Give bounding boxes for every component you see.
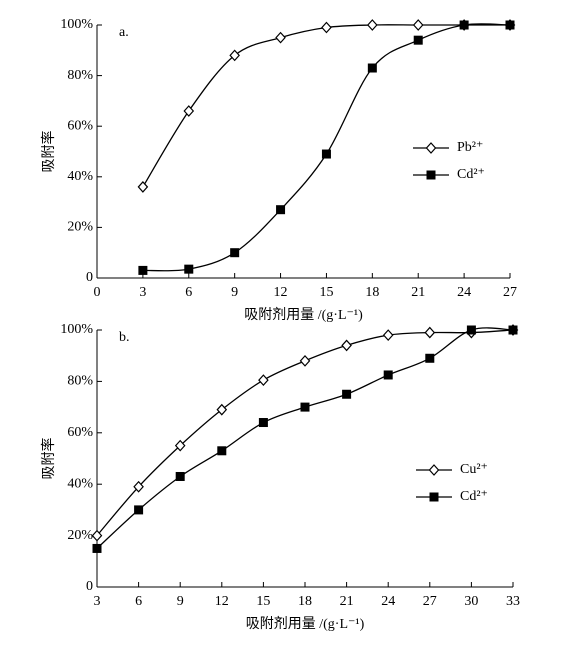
marker (321, 21, 332, 34)
marker (382, 329, 394, 342)
y-tick-label: 60% (67, 118, 93, 133)
marker (505, 20, 515, 30)
y-tick-label: 100% (60, 322, 93, 337)
legend-marker (428, 464, 440, 476)
x-tick-label: 12 (215, 594, 229, 609)
marker (341, 339, 352, 352)
y-tick-label: 80% (67, 68, 93, 83)
x-tick-label: 24 (457, 285, 471, 300)
marker (508, 325, 518, 335)
x-tick-label: 27 (423, 594, 437, 609)
marker (133, 480, 144, 493)
marker (230, 248, 240, 258)
marker (183, 105, 195, 117)
y-axis-label: 吸附率 (40, 438, 57, 480)
marker (466, 325, 476, 335)
marker (321, 149, 331, 159)
marker (229, 49, 240, 62)
panel-label: a. (119, 25, 129, 40)
marker (367, 63, 377, 73)
x-tick-label: 30 (464, 594, 478, 609)
x-tick-label: 12 (274, 285, 288, 300)
x-tick-label: 18 (365, 285, 379, 300)
x-tick-label: 24 (381, 594, 395, 609)
marker (424, 326, 436, 339)
y-axis-label: 吸附率 (40, 131, 57, 173)
marker (276, 205, 286, 215)
x-tick-label: 9 (231, 285, 238, 300)
x-tick-label: 6 (185, 285, 192, 300)
legend-label: Cu²⁺ (460, 462, 488, 477)
series-line (142, 24, 510, 188)
marker (258, 418, 268, 428)
x-tick-label: 27 (503, 285, 517, 300)
series-line (142, 23, 511, 272)
panel-label: b. (119, 330, 130, 345)
y-tick-label: 100% (60, 17, 93, 32)
marker (217, 446, 227, 456)
marker (299, 354, 311, 367)
legend-marker (426, 170, 436, 180)
x-tick-label: 33 (506, 594, 520, 609)
y-tick-label: 0 (86, 579, 93, 594)
marker (91, 529, 103, 542)
marker (92, 543, 102, 553)
y-tick-label: 80% (67, 374, 93, 389)
x-tick-label: 15 (256, 594, 270, 609)
marker (300, 402, 310, 412)
legend-label: Pb²⁺ (457, 140, 483, 155)
x-axis-label: 吸附剂用量 /(g·L⁻¹) (244, 307, 363, 323)
x-axis-label: 吸附剂用量 /(g·L⁻¹) (246, 616, 365, 632)
marker (138, 265, 148, 275)
x-tick-label: 3 (139, 285, 146, 300)
marker (459, 20, 469, 30)
marker (184, 264, 194, 274)
marker (413, 35, 423, 45)
marker (216, 403, 228, 416)
x-tick-label: 21 (411, 285, 425, 300)
marker (134, 505, 144, 515)
marker (412, 19, 424, 31)
marker (383, 370, 393, 380)
y-tick-label: 20% (67, 220, 93, 235)
legend-label: Cd²⁺ (460, 489, 488, 504)
legend-marker (429, 492, 439, 502)
marker (175, 471, 185, 481)
legend-marker (425, 142, 437, 154)
y-tick-label: 60% (67, 425, 93, 440)
marker (137, 181, 149, 193)
marker (174, 439, 186, 452)
y-tick-label: 40% (67, 169, 93, 184)
marker (367, 19, 378, 31)
x-tick-label: 15 (319, 285, 333, 300)
x-tick-label: 3 (94, 594, 101, 609)
legend-label: Cd²⁺ (457, 167, 485, 182)
marker (342, 389, 352, 399)
x-tick-label: 6 (135, 594, 142, 609)
marker (425, 353, 435, 363)
y-tick-label: 40% (67, 476, 93, 491)
x-tick-label: 18 (298, 594, 312, 609)
y-tick-label: 0 (86, 270, 93, 285)
x-tick-label: 9 (177, 594, 184, 609)
x-tick-label: 0 (94, 285, 101, 300)
marker (275, 31, 286, 44)
y-tick-label: 20% (67, 528, 93, 543)
x-tick-label: 21 (340, 594, 354, 609)
marker (258, 374, 269, 387)
